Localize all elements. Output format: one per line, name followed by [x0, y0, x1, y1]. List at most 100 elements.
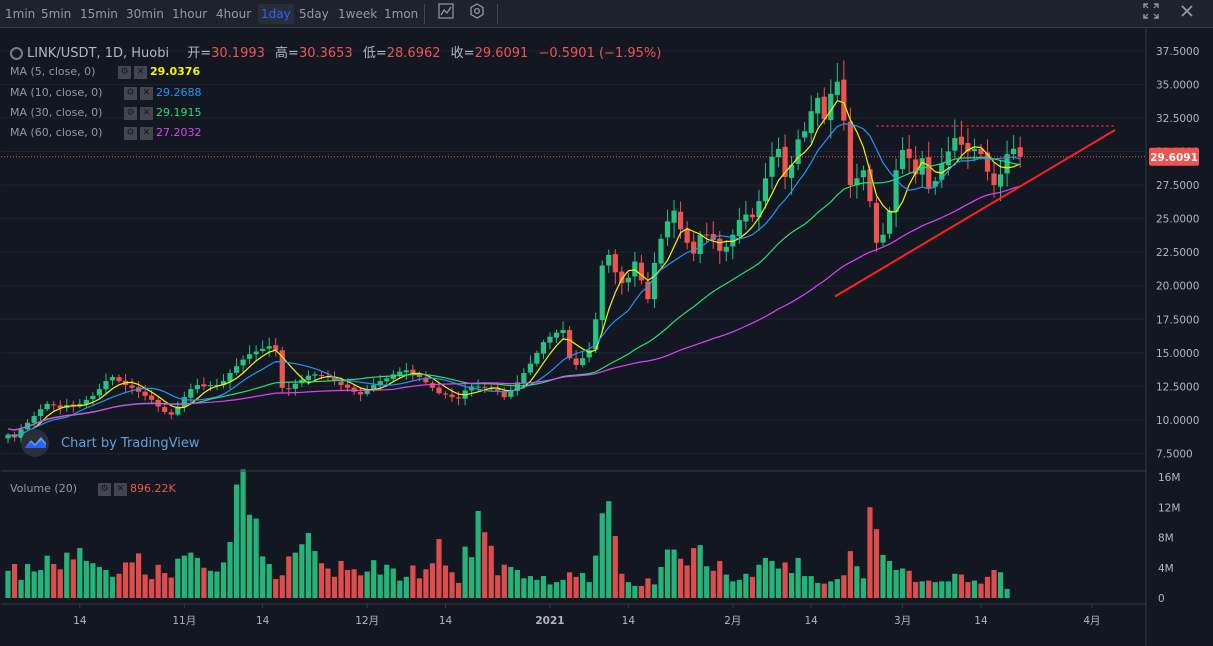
- ma-5-settings-icon[interactable]: ⚙: [118, 65, 131, 79]
- ma-60-remove-icon[interactable]: ✕: [140, 126, 153, 140]
- candle-body: [978, 148, 984, 155]
- volume-bar: [64, 552, 70, 598]
- candle-body: [991, 173, 997, 186]
- volume-bar: [508, 566, 514, 598]
- candle-body: [77, 403, 83, 407]
- volume-settings-icon[interactable]: ⚙: [98, 482, 111, 496]
- ma-5-value: 29.0376: [150, 65, 201, 78]
- candle-body: [867, 169, 873, 202]
- ma-30-label: MA (30, close, 0): [10, 106, 103, 119]
- volume-bar: [351, 569, 357, 598]
- volume-bar: [116, 573, 122, 598]
- tradingview-watermark[interactable]: Chart by TradingView: [18, 428, 199, 458]
- time-axis[interactable]: 14 11月 14 12月 14 2021 14 2月 14 3月 14 4月: [73, 604, 1101, 627]
- ohlc-low: 28.6962: [386, 46, 441, 61]
- volume-bar: [462, 546, 468, 598]
- candle-body: [730, 234, 736, 247]
- volume-bar: [38, 570, 44, 598]
- candle-body: [168, 412, 174, 415]
- ma-10-value: 29.2688: [156, 86, 202, 99]
- candle-body: [671, 210, 677, 223]
- volume-bar: [919, 581, 925, 598]
- candle-body: [377, 381, 383, 386]
- candle-body: [495, 388, 501, 391]
- price-tick-label: 25.0000: [1156, 214, 1199, 226]
- price-tick-label: 17.5000: [1156, 314, 1199, 326]
- tf-1min[interactable]: 1min: [5, 7, 36, 21]
- volume-bar: [455, 582, 462, 598]
- candle-body: [612, 254, 618, 273]
- candle-body: [965, 143, 971, 152]
- tf-1week[interactable]: 1week: [338, 7, 378, 21]
- time-tick-label: 14: [805, 615, 819, 627]
- ma-legend-30: MA (30, close, 0) ⚙ ✕ 29.1915: [10, 106, 202, 120]
- candle-body: [416, 373, 422, 378]
- candle-body: [90, 395, 96, 400]
- candle-body: [429, 383, 436, 388]
- volume-bar: [442, 565, 449, 598]
- volume-bar: [756, 564, 762, 598]
- candle-body: [906, 148, 912, 159]
- last-price-label: 29.6091: [1149, 147, 1199, 166]
- volume-bar: [83, 560, 89, 598]
- volume-bar: [553, 582, 560, 598]
- tf-30min[interactable]: 30min: [126, 7, 164, 21]
- candle-body: [390, 374, 396, 379]
- time-tick-label: 2月: [724, 615, 741, 627]
- volume-bar: [129, 562, 135, 598]
- candle-body: [821, 96, 827, 120]
- candle-body: [397, 371, 403, 375]
- ma-60-settings-icon[interactable]: ⚙: [124, 126, 137, 140]
- volume-bar: [331, 576, 338, 598]
- ma-10-remove-icon[interactable]: ✕: [140, 86, 153, 100]
- volume-bar: [469, 557, 475, 598]
- ma-30-settings-icon[interactable]: ⚙: [124, 106, 137, 120]
- support-trend-line: [834, 129, 1116, 298]
- annotations: [1, 125, 1146, 298]
- volume-bar: [900, 568, 906, 598]
- ohlc-close-label: 收=: [450, 46, 475, 61]
- indicators-icon[interactable]: [435, 3, 457, 25]
- ma-30-value: 29.1915: [156, 106, 202, 119]
- candle-body: [181, 397, 187, 408]
- tf-5day[interactable]: 5day: [299, 7, 329, 21]
- time-tick-label: 14: [256, 615, 270, 627]
- candle-body: [103, 381, 109, 390]
- volume-bar: [77, 548, 83, 598]
- fullscreen-icon[interactable]: [1140, 3, 1162, 25]
- chart-canvas[interactable]: 37.500035.000032.500030.000027.500025.00…: [0, 28, 1213, 646]
- volume-remove-icon[interactable]: ✕: [114, 482, 127, 496]
- candle-body: [508, 390, 514, 397]
- volume-bar: [247, 514, 253, 598]
- candle-body: [149, 395, 155, 400]
- price-tick-label: 12.5000: [1156, 381, 1199, 393]
- ma-5-remove-icon[interactable]: ✕: [134, 65, 147, 79]
- candle-body: [384, 378, 390, 382]
- candle-body: [900, 150, 906, 170]
- tf-5min[interactable]: 5min: [41, 7, 72, 21]
- tf-15min[interactable]: 15min: [80, 7, 118, 21]
- volume-bar: [181, 555, 187, 598]
- candle-body: [57, 405, 63, 408]
- candle-body: [331, 377, 338, 382]
- tf-1mon[interactable]: 1mon: [384, 7, 419, 21]
- candle-body: [188, 389, 194, 398]
- ma-line-10: [7, 123, 1021, 437]
- candle-body: [782, 146, 788, 178]
- volume-bar: [266, 563, 272, 598]
- candle-body: [913, 159, 919, 175]
- candle-body: [789, 164, 795, 178]
- ohlc-high: 30.3653: [298, 46, 353, 61]
- candle-body: [286, 388, 292, 390]
- candle-body: [573, 358, 579, 365]
- candle-body: [736, 219, 742, 237]
- settings-icon[interactable]: [466, 3, 488, 25]
- tf-4hour[interactable]: 4hour: [216, 7, 252, 21]
- tf-1hour[interactable]: 1hour: [172, 7, 208, 21]
- volume-bar: [717, 560, 723, 598]
- ma-10-settings-icon[interactable]: ⚙: [124, 86, 137, 100]
- volume-axis[interactable]: 16M 12M 8M 4M 0: [1158, 472, 1180, 605]
- tf-1day[interactable]: 1day: [258, 4, 294, 24]
- close-icon[interactable]: [1176, 3, 1198, 25]
- ma-30-remove-icon[interactable]: ✕: [140, 106, 153, 120]
